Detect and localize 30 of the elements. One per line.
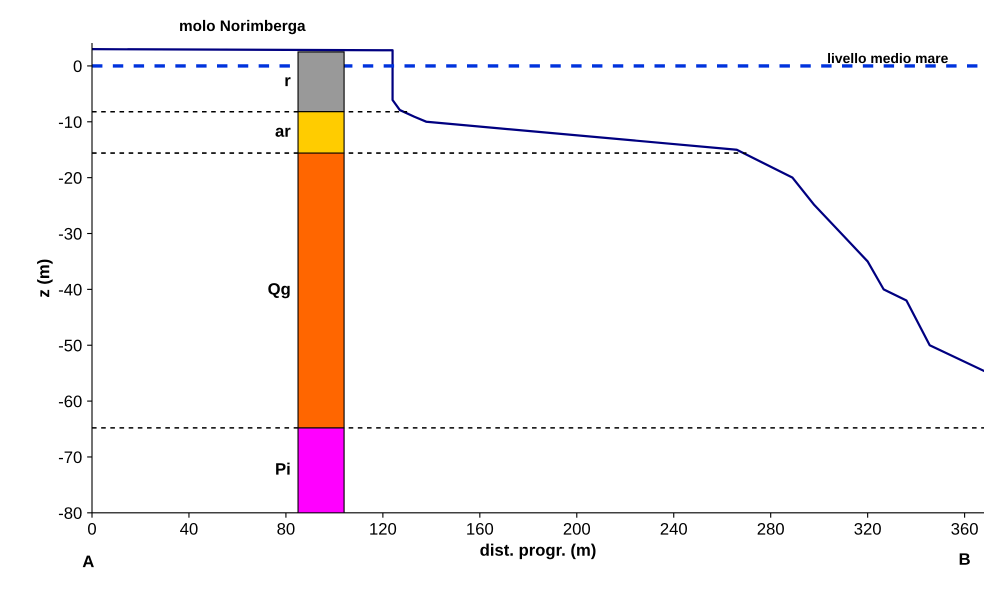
series-label: Qg — [268, 283, 290, 298]
text: B — [960, 553, 970, 565]
x-tick-label: 80 — [277, 522, 295, 535]
x-tick-label: 240 — [660, 522, 687, 535]
x-tick-label: 320 — [854, 522, 881, 535]
series-label: ar — [276, 128, 291, 137]
x-axis-title: dist. progr. (m) — [480, 544, 596, 560]
y-tick-label: -60 — [58, 396, 82, 408]
y-tick-label: -70 — [58, 451, 82, 464]
text: molo Norimberga — [180, 20, 306, 34]
y-tick-label: -50 — [58, 340, 82, 352]
y-axis-title: z (m) — [37, 260, 53, 297]
y-tick-label: -10 — [58, 116, 82, 128]
x-tick-label: 40 — [180, 522, 198, 535]
x-tick-label: 160 — [467, 522, 494, 535]
series-label: Pi — [276, 462, 290, 475]
y-tick-label: -30 — [58, 228, 82, 240]
ref-line-label: livello medio mare — [828, 52, 948, 64]
text: A — [82, 556, 94, 568]
x-tick-label: 0 — [88, 522, 96, 535]
y-tick-label: -80 — [58, 507, 82, 520]
y-tick-label: -20 — [58, 172, 82, 184]
y-tick-label: -40 — [58, 284, 82, 296]
x-tick-label: 200 — [564, 522, 590, 535]
x-tick-label: 360 — [951, 522, 978, 535]
series-label: r — [285, 77, 291, 86]
y-tick-label: 0 — [74, 60, 82, 72]
line-series — [92, 48, 984, 372]
x-tick-label: 120 — [370, 522, 396, 535]
x-tick-label: 280 — [758, 522, 784, 535]
